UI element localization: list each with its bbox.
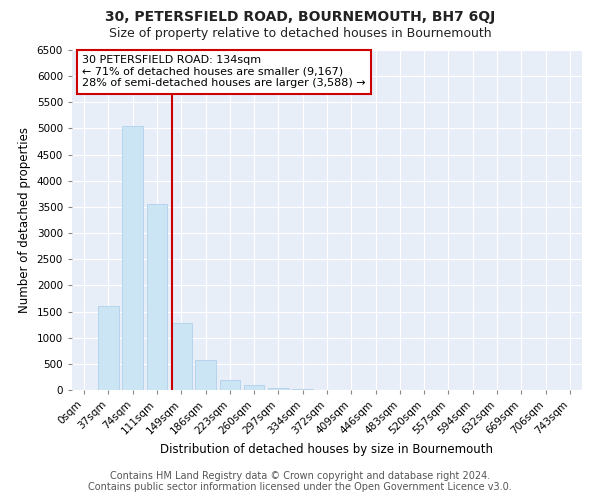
Bar	[122, 126, 143, 390]
Bar	[146, 204, 167, 390]
Text: Contains HM Land Registry data © Crown copyright and database right 2024.
Contai: Contains HM Land Registry data © Crown c…	[88, 471, 512, 492]
Y-axis label: Number of detached properties: Number of detached properties	[18, 127, 31, 313]
Bar	[268, 388, 289, 390]
Bar	[171, 323, 191, 390]
Text: 30, PETERSFIELD ROAD, BOURNEMOUTH, BH7 6QJ: 30, PETERSFIELD ROAD, BOURNEMOUTH, BH7 6…	[105, 10, 495, 24]
Bar	[244, 386, 265, 390]
Bar	[292, 389, 313, 390]
Text: 30 PETERSFIELD ROAD: 134sqm
← 71% of detached houses are smaller (9,167)
28% of : 30 PETERSFIELD ROAD: 134sqm ← 71% of det…	[82, 55, 366, 88]
X-axis label: Distribution of detached houses by size in Bournemouth: Distribution of detached houses by size …	[161, 443, 493, 456]
Text: Size of property relative to detached houses in Bournemouth: Size of property relative to detached ho…	[109, 28, 491, 40]
Bar	[220, 380, 240, 390]
Bar	[98, 306, 119, 390]
Bar	[195, 360, 216, 390]
